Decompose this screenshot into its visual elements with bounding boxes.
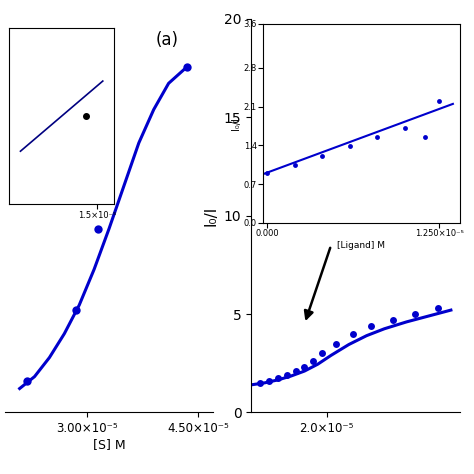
Text: (a): (a)	[156, 31, 179, 49]
Y-axis label: I₀/I: I₀/I	[203, 206, 219, 226]
Y-axis label: I₀/I: I₀/I	[231, 117, 241, 130]
X-axis label: [S] M: [S] M	[93, 438, 125, 451]
X-axis label: [Ligand] M: [Ligand] M	[337, 241, 385, 250]
